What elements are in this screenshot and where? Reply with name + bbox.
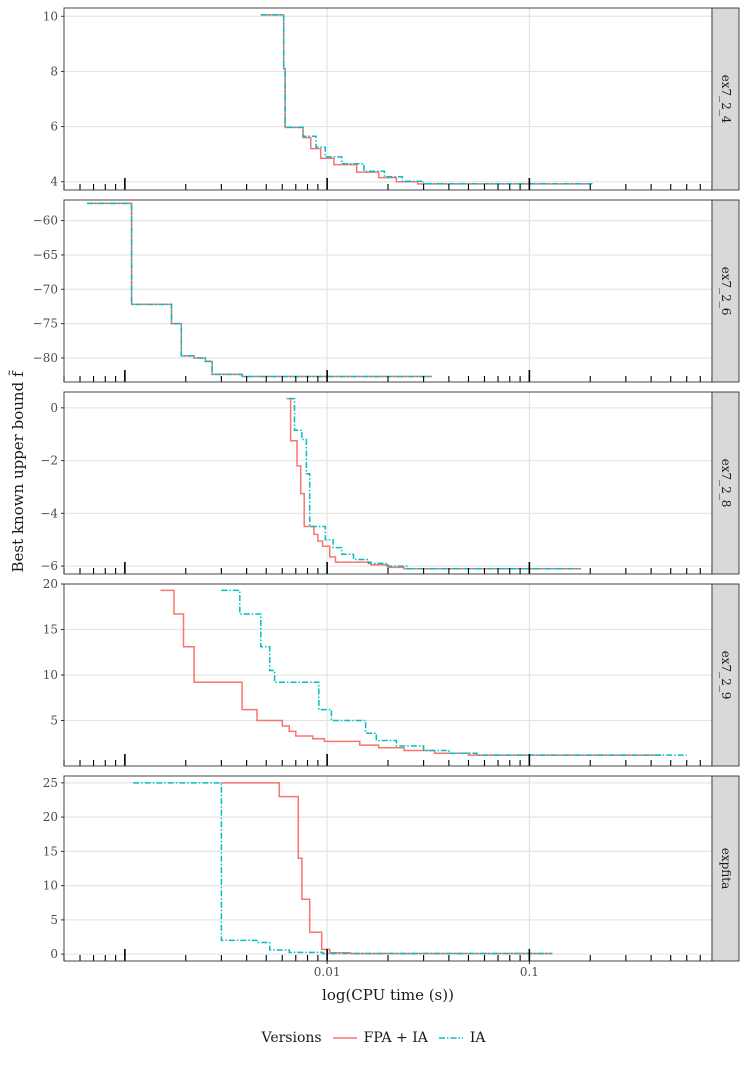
facet-strip-label: ex7_2_9 [719, 651, 733, 700]
facet-strip [711, 199, 740, 383]
panel-background [64, 392, 712, 574]
facet-strip [711, 391, 740, 575]
legend-label-fpa-ia: FPA + IA [363, 1030, 428, 1046]
y-tick-label: −65 [33, 248, 58, 262]
panel-background [64, 200, 712, 382]
y-tick-label: −70 [33, 282, 58, 296]
legend-swatch-fpa-ia [332, 1037, 357, 1039]
y-tick-label: 10 [43, 668, 58, 682]
y-tick-label: 5 [50, 913, 58, 927]
y-tick-label: 8 [50, 64, 58, 78]
series-line-ia [260, 14, 595, 185]
y-tick-label: 4 [50, 175, 58, 189]
x-tick-label: 0.1 [520, 965, 539, 979]
panel-ex7_2_6: −60 −65 −70 −75 −80 ex7_2_6 [33, 199, 740, 383]
y-tick-label: 10 [43, 9, 58, 23]
facet-strip-label: ex7_2_4 [719, 75, 733, 124]
panel-background [64, 776, 712, 961]
facet-strip-label: ex7_2_6 [719, 267, 733, 316]
facet-strip [711, 583, 740, 767]
facet-strip [711, 775, 740, 962]
y-tick-label: 15 [43, 623, 58, 637]
panel-background [64, 8, 712, 190]
y-tick-label: 20 [43, 810, 58, 824]
y-tick-label: −6 [40, 559, 58, 573]
panel-ex7_2_4: 4 6 8 10 ex7_2_4 [43, 7, 740, 191]
y-tick-label: −80 [33, 351, 58, 365]
series-line-ia [87, 202, 432, 378]
y-tick-label: −75 [33, 317, 58, 331]
facet-strip [711, 7, 740, 191]
legend-swatch-ia [438, 1037, 463, 1039]
panel-ex7_2_8: 0 −2 −4 −6 ex7_2_8 [40, 391, 740, 575]
y-tick-label: −4 [40, 506, 58, 520]
facet-strip-label: expfita [719, 848, 733, 890]
y-tick-label: 5 [50, 714, 58, 728]
legend-item-fpa-ia: FPA + IA [332, 1030, 428, 1046]
series-line-fpaia [286, 397, 581, 570]
y-tick-label: −60 [33, 214, 58, 228]
legend-label-ia: IA [469, 1030, 486, 1046]
series-line-fpaia [160, 589, 662, 756]
y-tick-label: −2 [40, 454, 58, 468]
y-tick-label: 25 [43, 776, 58, 790]
facet-strip-label: ex7_2_8 [719, 459, 733, 508]
panel-expfita: 0 5 10 15 20 25 expfita [43, 775, 740, 962]
y-tick-label: 20 [43, 577, 58, 591]
y-tick-label: 6 [50, 120, 58, 134]
x-tick-label: 0.01 [314, 965, 341, 979]
series-line-ia [221, 589, 687, 756]
panel-ex7_2_9: 5 10 15 20 ex7_2_9 [43, 577, 740, 767]
legend-item-ia: IA [438, 1030, 486, 1046]
y-tick-label: 10 [43, 879, 58, 893]
x-axis-title: log(CPU time (s)) [322, 986, 454, 1004]
series-line-ia [289, 397, 581, 570]
legend: Versions FPA + IA IA [0, 1030, 747, 1046]
y-tick-label: 0 [50, 401, 58, 415]
legend-title: Versions [261, 1030, 322, 1046]
y-tick-label: 15 [43, 844, 58, 858]
y-tick-label: 0 [50, 947, 58, 961]
series-line-ia [133, 782, 553, 955]
